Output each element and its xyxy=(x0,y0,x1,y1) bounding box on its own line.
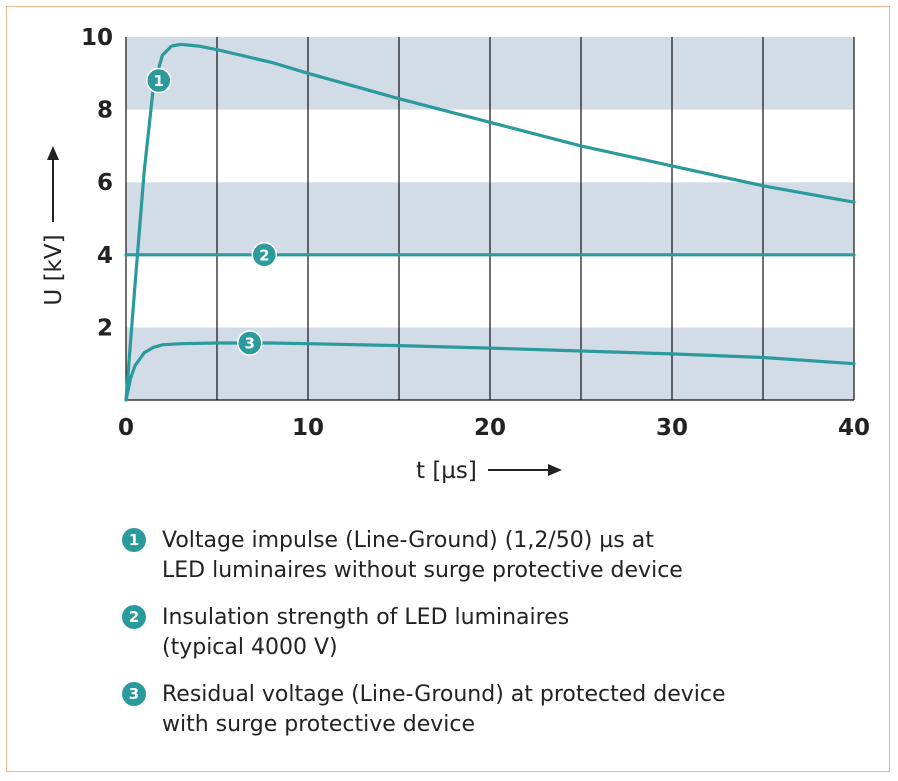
marker-label: 2 xyxy=(259,246,269,264)
legend-text-line: (typical 4000 V) xyxy=(162,635,338,660)
vertical-gridlines xyxy=(125,37,855,401)
legend-text-line: Insulation strength of LED luminaires xyxy=(162,605,570,630)
figure-frame xyxy=(6,6,890,772)
x-tick-label: 20 xyxy=(474,415,506,441)
y-tick-label: 2 xyxy=(97,315,113,341)
series-marker-3: 3 xyxy=(237,330,263,356)
marker-circle xyxy=(251,242,278,268)
legend-text-line: Voltage impulse (Line-Ground) (1,2/50) µ… xyxy=(162,528,654,553)
y-axis-label: U [kV] xyxy=(41,234,67,305)
legend-text-line: LED luminaires without surge protective … xyxy=(162,558,683,583)
legend-text-line: with surge protective device xyxy=(162,712,476,737)
legend-marker-badge: 2 xyxy=(122,605,146,629)
marker-label: 1 xyxy=(154,72,164,90)
series-line-1 xyxy=(124,42,856,402)
arrow-right-icon xyxy=(488,464,562,476)
legend-marker-badge: 3 xyxy=(122,682,146,706)
legend: 1 Voltage impulse (Line-Ground) (1,2/50)… xyxy=(122,526,862,757)
legend-text-line: Residual voltage (Line-Ground) at protec… xyxy=(162,682,726,707)
marker-circle xyxy=(237,330,263,356)
x-tick-label: 30 xyxy=(656,415,688,441)
marker-circle xyxy=(146,67,172,94)
y-tick-label: 10 xyxy=(81,25,113,51)
series-marker-1: 1 xyxy=(146,67,172,94)
series-marker-2: 2 xyxy=(251,242,278,268)
x-axis-label: t [µs] xyxy=(416,458,477,484)
x-tick-label: 10 xyxy=(292,415,324,441)
x-tick-label: 0 xyxy=(118,415,134,441)
y-tick-label: 4 xyxy=(97,243,113,269)
y-tick-label: 8 xyxy=(97,98,113,124)
series-markers: 1 2 3 xyxy=(146,67,278,356)
x-tick-label: 40 xyxy=(838,415,870,441)
chart: 1 2 3 0 10 20 30 40 2 4 6 8 10 t [µs] U [kV] xyxy=(41,25,870,484)
y-tick-label: 6 xyxy=(97,170,113,196)
arrow-up-icon xyxy=(47,146,59,222)
legend-item: 3 Residual voltage (Line-Ground) at prot… xyxy=(122,680,862,740)
tick-labels: 0 10 20 30 40 2 4 6 8 10 xyxy=(81,25,870,441)
legend-item: 2 Insulation strength of LED luminaires … xyxy=(122,603,862,663)
marker-label: 3 xyxy=(245,335,255,353)
legend-item: 1 Voltage impulse (Line-Ground) (1,2/50)… xyxy=(122,526,862,586)
legend-marker-badge: 1 xyxy=(122,528,146,552)
